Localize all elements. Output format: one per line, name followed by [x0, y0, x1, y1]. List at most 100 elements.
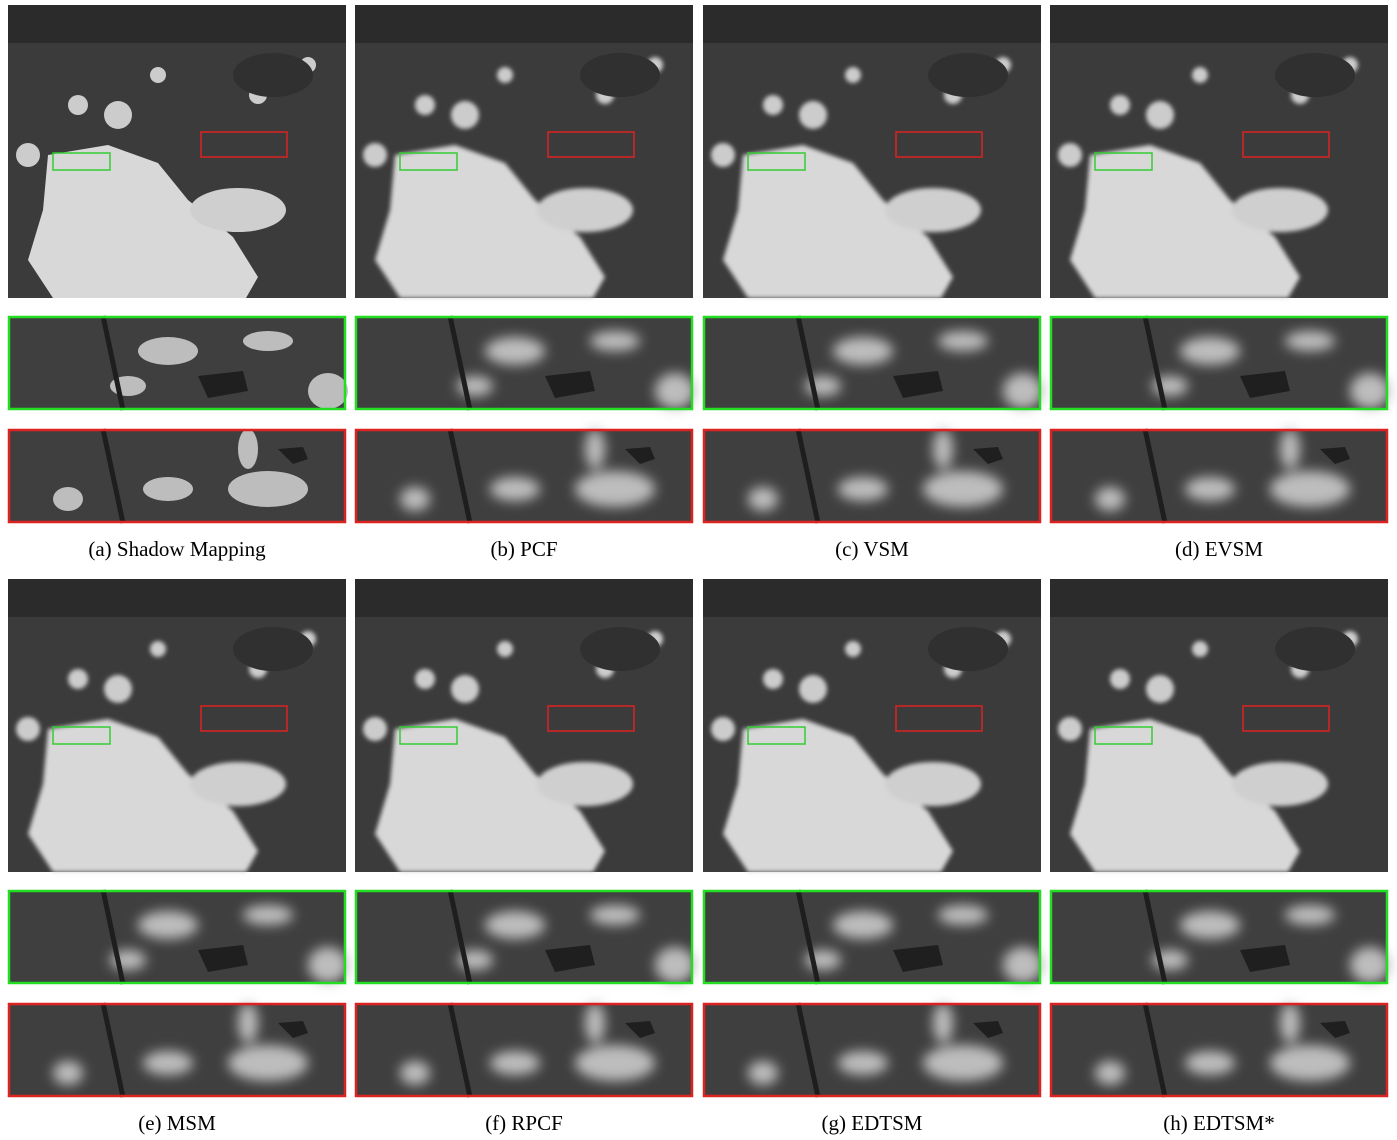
light-blob — [923, 471, 1003, 507]
zoom-inset-red — [8, 429, 346, 523]
light-blob — [838, 477, 888, 501]
table — [1232, 762, 1328, 806]
light-blob — [243, 905, 293, 925]
zoom-inset-green — [1050, 316, 1390, 410]
wall — [355, 579, 693, 617]
light-blob — [923, 1045, 1003, 1081]
light-spot — [1146, 101, 1174, 129]
tree-planter — [580, 53, 660, 97]
light-blob — [748, 1061, 778, 1085]
caption: (h) EDTSM* — [1163, 1111, 1274, 1135]
tree-planter — [1275, 53, 1355, 97]
wall — [1050, 5, 1388, 43]
render-image — [703, 579, 1041, 872]
light-spot — [711, 143, 735, 167]
light-spot — [1058, 143, 1082, 167]
light-blob — [575, 471, 655, 507]
wall — [703, 5, 1041, 43]
light-blob — [228, 471, 308, 507]
zoom-inset-red — [1050, 1003, 1388, 1097]
light-spot — [415, 95, 435, 115]
render-image — [8, 5, 346, 298]
light-blob — [585, 1003, 605, 1043]
table — [537, 188, 633, 232]
table — [190, 188, 286, 232]
light-spot — [1192, 67, 1208, 83]
light-spot — [1058, 717, 1082, 741]
zoom-inset-green — [1050, 890, 1390, 984]
light-blob — [1280, 429, 1300, 469]
tree-planter — [928, 627, 1008, 671]
render-image — [8, 579, 346, 872]
table — [537, 762, 633, 806]
light-blob — [933, 1003, 953, 1043]
light-blob — [1185, 477, 1235, 501]
light-blob — [1270, 1045, 1350, 1081]
wall — [355, 5, 693, 43]
light-blob — [655, 947, 695, 983]
light-spot — [1192, 641, 1208, 657]
light-blob — [308, 947, 348, 983]
light-spot — [799, 675, 827, 703]
light-spot — [763, 669, 783, 689]
light-blob — [485, 337, 545, 365]
zoom-inset-red — [8, 1003, 346, 1097]
light-blob — [833, 337, 893, 365]
light-blob — [938, 905, 988, 925]
caption: (b) PCF — [490, 537, 557, 561]
light-blob — [1285, 905, 1335, 925]
caption: (f) RPCF — [485, 1111, 563, 1135]
render-image — [1050, 5, 1388, 298]
light-blob — [1095, 1061, 1125, 1085]
light-blob — [585, 429, 605, 469]
light-blob — [1280, 1003, 1300, 1043]
light-blob — [590, 331, 640, 351]
wall — [8, 5, 346, 43]
wall — [703, 579, 1041, 617]
zoom-inset-red — [703, 429, 1041, 523]
light-blob — [590, 905, 640, 925]
light-blob — [308, 373, 348, 409]
caption: (e) MSM — [138, 1111, 216, 1135]
light-spot — [150, 67, 166, 83]
zoom-inset-red — [703, 1003, 1041, 1097]
wall — [1050, 579, 1388, 617]
light-blob — [1285, 331, 1335, 351]
panel: (c) VSM — [703, 5, 1043, 561]
light-blob — [238, 1003, 258, 1043]
tree-planter — [233, 53, 313, 97]
light-spot — [104, 101, 132, 129]
tree-planter — [1275, 627, 1355, 671]
light-spot — [363, 143, 387, 167]
light-spot — [763, 95, 783, 115]
tree-planter — [580, 627, 660, 671]
light-spot — [104, 675, 132, 703]
zoom-inset-red — [355, 1003, 693, 1097]
light-spot — [1110, 669, 1130, 689]
table — [190, 762, 286, 806]
table — [885, 188, 981, 232]
light-spot — [451, 101, 479, 129]
render-image — [355, 579, 693, 872]
light-blob — [1095, 487, 1125, 511]
light-blob — [575, 1045, 655, 1081]
light-blob — [1003, 947, 1043, 983]
light-spot — [150, 641, 166, 657]
render-image — [703, 5, 1041, 298]
light-spot — [16, 143, 40, 167]
zoom-inset-green — [703, 890, 1043, 984]
light-blob — [1350, 947, 1390, 983]
zoom-inset-green — [355, 890, 695, 984]
light-spot — [497, 641, 513, 657]
light-blob — [938, 331, 988, 351]
panel: (h) EDTSM* — [1050, 579, 1390, 1135]
light-blob — [1270, 471, 1350, 507]
light-blob — [53, 487, 83, 511]
light-spot — [68, 95, 88, 115]
panel: (g) EDTSM — [703, 579, 1043, 1135]
caption: (c) VSM — [835, 537, 909, 561]
light-spot — [451, 675, 479, 703]
caption: (a) Shadow Mapping — [88, 537, 266, 561]
light-blob — [490, 1051, 540, 1075]
light-blob — [138, 337, 198, 365]
